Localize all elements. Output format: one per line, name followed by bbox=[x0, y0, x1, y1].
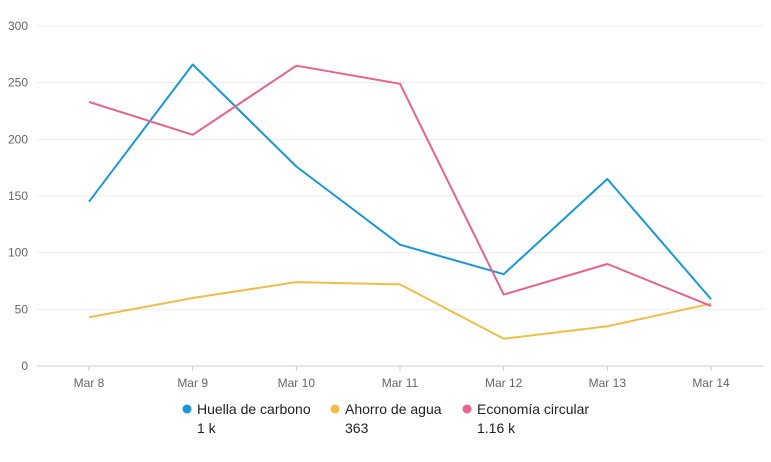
data-point[interactable] bbox=[86, 314, 92, 320]
grid-lines bbox=[37, 25, 764, 310]
y-tick-label: 300 bbox=[8, 19, 28, 33]
data-point[interactable] bbox=[708, 303, 714, 309]
y-tick-label: 150 bbox=[8, 189, 28, 203]
series-lines bbox=[86, 62, 714, 342]
y-tick-label: 250 bbox=[8, 76, 28, 90]
legend-label: Economía circular bbox=[477, 401, 589, 417]
data-point[interactable] bbox=[397, 81, 403, 87]
y-tick-label: 200 bbox=[8, 132, 28, 146]
data-point[interactable] bbox=[293, 279, 299, 285]
data-point[interactable] bbox=[397, 242, 403, 248]
x-tick-label: Mar 13 bbox=[589, 376, 627, 390]
series-line-1[interactable] bbox=[88, 281, 712, 340]
legend-total: 1.16 k bbox=[477, 420, 516, 436]
data-point[interactable] bbox=[293, 63, 299, 69]
series-line-0[interactable] bbox=[88, 63, 712, 300]
legend-total: 1 k bbox=[197, 420, 217, 436]
x-tick-label: Mar 12 bbox=[485, 376, 523, 390]
legend-item-0[interactable]: Huella de carbono 1 k bbox=[182, 401, 311, 436]
axes: 0 50 100 150 200 250 300 Mar 8 Mar 9 Mar 10 Mar 11… bbox=[8, 19, 764, 390]
y-tick-label: 50 bbox=[15, 302, 29, 316]
legend-item-1[interactable]: Ahorro de agua 363 bbox=[330, 401, 442, 436]
data-point[interactable] bbox=[190, 132, 196, 138]
data-point[interactable] bbox=[501, 336, 507, 342]
x-tick-label: Mar 8 bbox=[74, 376, 105, 390]
x-tick-label: Mar 9 bbox=[177, 376, 208, 390]
legend-marker bbox=[330, 404, 340, 414]
legend-marker bbox=[182, 404, 192, 414]
x-tick-label: Mar 11 bbox=[382, 376, 419, 390]
data-point[interactable] bbox=[604, 261, 610, 267]
data-point[interactable] bbox=[293, 164, 299, 170]
data-point[interactable] bbox=[397, 281, 403, 287]
legend-label: Ahorro de agua bbox=[345, 401, 442, 417]
y-tick-label: 100 bbox=[8, 246, 28, 260]
legend-total: 363 bbox=[345, 420, 369, 436]
data-point[interactable] bbox=[604, 176, 610, 182]
data-point[interactable] bbox=[86, 199, 92, 205]
data-point[interactable] bbox=[190, 62, 196, 68]
x-tick-label: Mar 14 bbox=[692, 376, 730, 390]
y-tick-label: 0 bbox=[21, 359, 28, 373]
data-point[interactable] bbox=[86, 99, 92, 105]
data-point[interactable] bbox=[501, 292, 507, 298]
data-point[interactable] bbox=[501, 271, 507, 277]
legend-label: Huella de carbono bbox=[197, 401, 311, 417]
x-tick-label: Mar 10 bbox=[278, 376, 316, 390]
data-point[interactable] bbox=[604, 323, 610, 329]
legend-item-2[interactable]: Economía circular 1.16 k bbox=[462, 401, 590, 436]
legend: Huella de carbono 1 k Ahorro de agua 363 Eco… bbox=[182, 401, 590, 436]
series-line-2[interactable] bbox=[88, 64, 712, 307]
legend-marker bbox=[462, 404, 472, 414]
data-point[interactable] bbox=[190, 295, 196, 301]
